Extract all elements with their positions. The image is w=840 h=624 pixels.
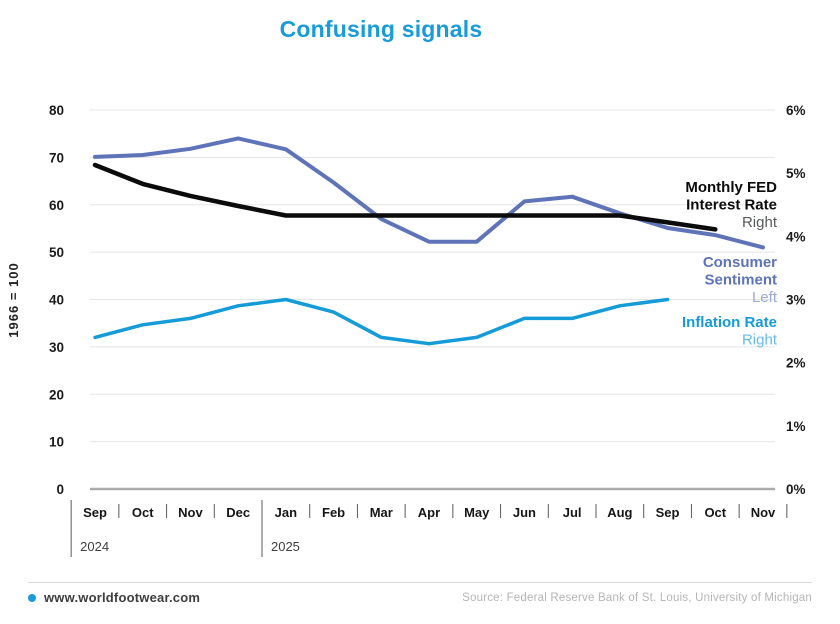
x-axis-month-label: Jun <box>513 505 536 520</box>
legend-label-consumer-sentiment: Sentiment <box>704 272 777 289</box>
left-axis-tick-label: 60 <box>49 198 64 213</box>
right-axis-tick-label: 6% <box>786 103 806 118</box>
legend-label-consumer-sentiment: Consumer <box>703 254 777 271</box>
x-axis-year-label: 2024 <box>80 539 109 554</box>
x-axis-month-label: Sep <box>83 505 107 520</box>
legend-axis-note-consumer-sentiment: Left <box>752 289 778 306</box>
x-axis-month-label: May <box>464 505 490 520</box>
left-axis-tick-label: 80 <box>49 103 64 118</box>
series-line-consumer-sentiment <box>93 136 765 250</box>
footer: www.worldfootwear.com Source: Federal Re… <box>28 582 812 605</box>
x-axis-month-label: Dec <box>226 505 250 520</box>
left-axis-tick-label: 20 <box>49 387 64 402</box>
left-axis-tick-label: 0 <box>56 482 64 497</box>
x-axis-year-label: 2025 <box>271 539 300 554</box>
series-line-fed-rate <box>92 162 718 232</box>
legend-axis-note-inflation-rate: Right <box>742 332 778 349</box>
x-axis-month-label: Aug <box>607 505 632 520</box>
legend-label-inflation-rate: Inflation Rate <box>682 314 777 331</box>
legend-label-fed-rate: Interest Rate <box>686 197 777 214</box>
site-url[interactable]: www.worldfootwear.com <box>44 590 201 605</box>
left-axis-tick-label: 50 <box>49 245 64 260</box>
line-chart: 0 10 20 30 40 50 60 70 80 0% 1% 2% 3% 4% 5% 6% 1966 = 10… <box>6 103 806 557</box>
legend-axis-note-fed-rate: Right <box>742 214 778 231</box>
right-axis-tick-label: 3% <box>786 293 806 308</box>
x-axis-month-label: Sep <box>656 505 680 520</box>
right-axis-tick-label: 2% <box>786 356 806 371</box>
series-line-inflation-rate <box>93 297 670 346</box>
left-axis-tick-label: 10 <box>49 435 64 450</box>
left-axis-tick-label: 40 <box>49 293 64 308</box>
x-axis-month-label: Oct <box>704 505 726 520</box>
right-axis-tick-label: 0% <box>786 482 806 497</box>
x-axis-month-label: Oct <box>132 505 154 520</box>
brand-dot-icon <box>28 593 36 602</box>
x-axis-month-label: Nov <box>178 505 203 520</box>
right-axis-tick-label: 5% <box>786 166 806 181</box>
chart-title-text: Confusing signals <box>279 16 483 42</box>
x-axis-month-label: Nov <box>751 505 776 520</box>
chart-title: Confusing signals <box>0 16 762 43</box>
right-axis-tick-label: 4% <box>786 229 806 244</box>
left-axis-tick-label: 70 <box>49 150 64 165</box>
x-axis-month-label: Jul <box>563 505 582 520</box>
left-axis-title: 1966 = 100 <box>6 262 21 337</box>
footer-branding: www.worldfootwear.com <box>28 590 200 605</box>
left-axis-tick-label: 30 <box>49 340 64 355</box>
right-axis-tick-label: 1% <box>786 419 806 434</box>
legend-label-fed-rate: Monthly FED <box>685 179 777 196</box>
x-axis-month-label: Jan <box>275 505 297 520</box>
x-axis-month-label: Apr <box>418 505 440 520</box>
x-axis-month-label: Mar <box>370 505 393 520</box>
x-axis-month-label: Feb <box>322 505 345 520</box>
source-credit: Source: Federal Reserve Bank of St. Loui… <box>462 591 812 604</box>
